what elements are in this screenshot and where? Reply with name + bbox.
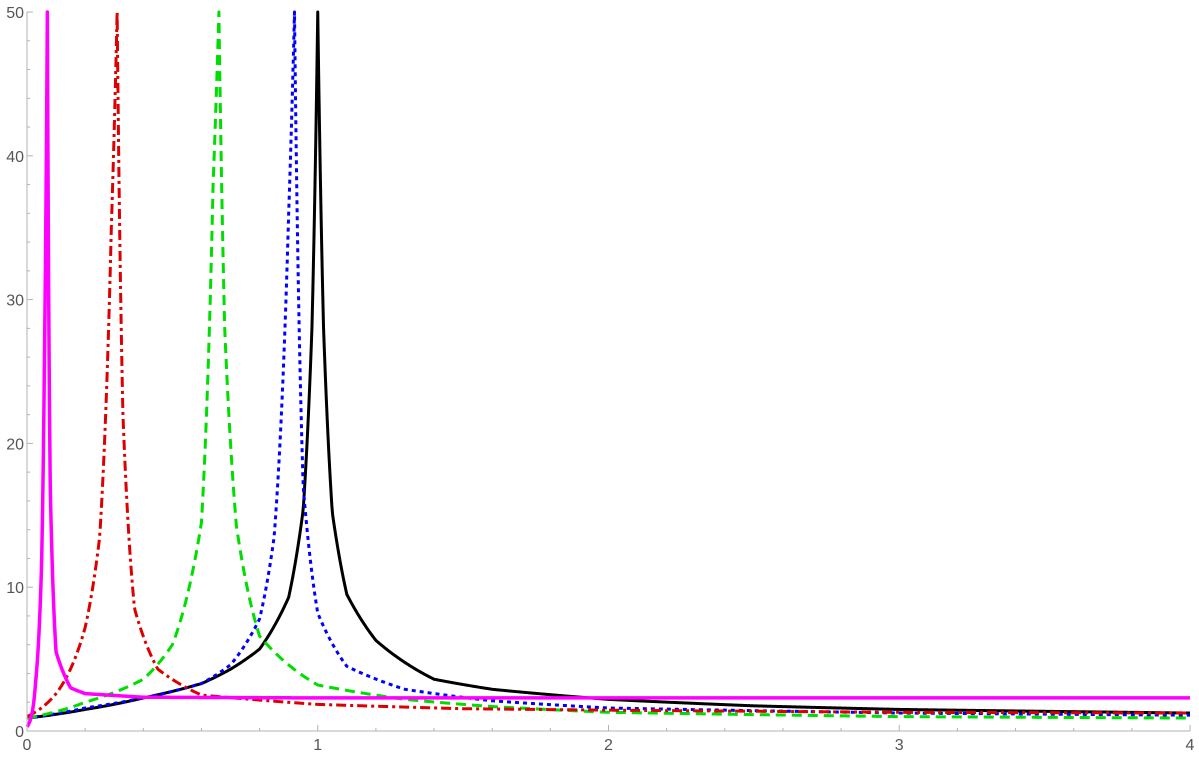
y-tick-label: 40 (6, 149, 24, 166)
series-line-1 (26, 10, 1191, 720)
series-line-4 (26, 10, 1191, 718)
y-tick-label: 20 (6, 436, 24, 453)
x-tick-label: 3 (895, 737, 904, 754)
series-layer (25, 10, 1191, 728)
series-line-2 (26, 10, 1191, 720)
y-tick-label: 50 (6, 5, 24, 22)
x-tick-label: 2 (604, 737, 613, 754)
x-tick-label: 4 (1186, 737, 1195, 754)
y-tick-label: 30 (6, 293, 24, 310)
x-tick-label: 0 (23, 737, 32, 754)
series-line-3 (26, 10, 1191, 720)
series-line-5 (25, 10, 1191, 728)
x-tick-label: 1 (313, 737, 322, 754)
axes-layer (26, 12, 1190, 732)
y-tick-label: 0 (15, 724, 24, 741)
y-tick-label: 10 (6, 580, 24, 597)
